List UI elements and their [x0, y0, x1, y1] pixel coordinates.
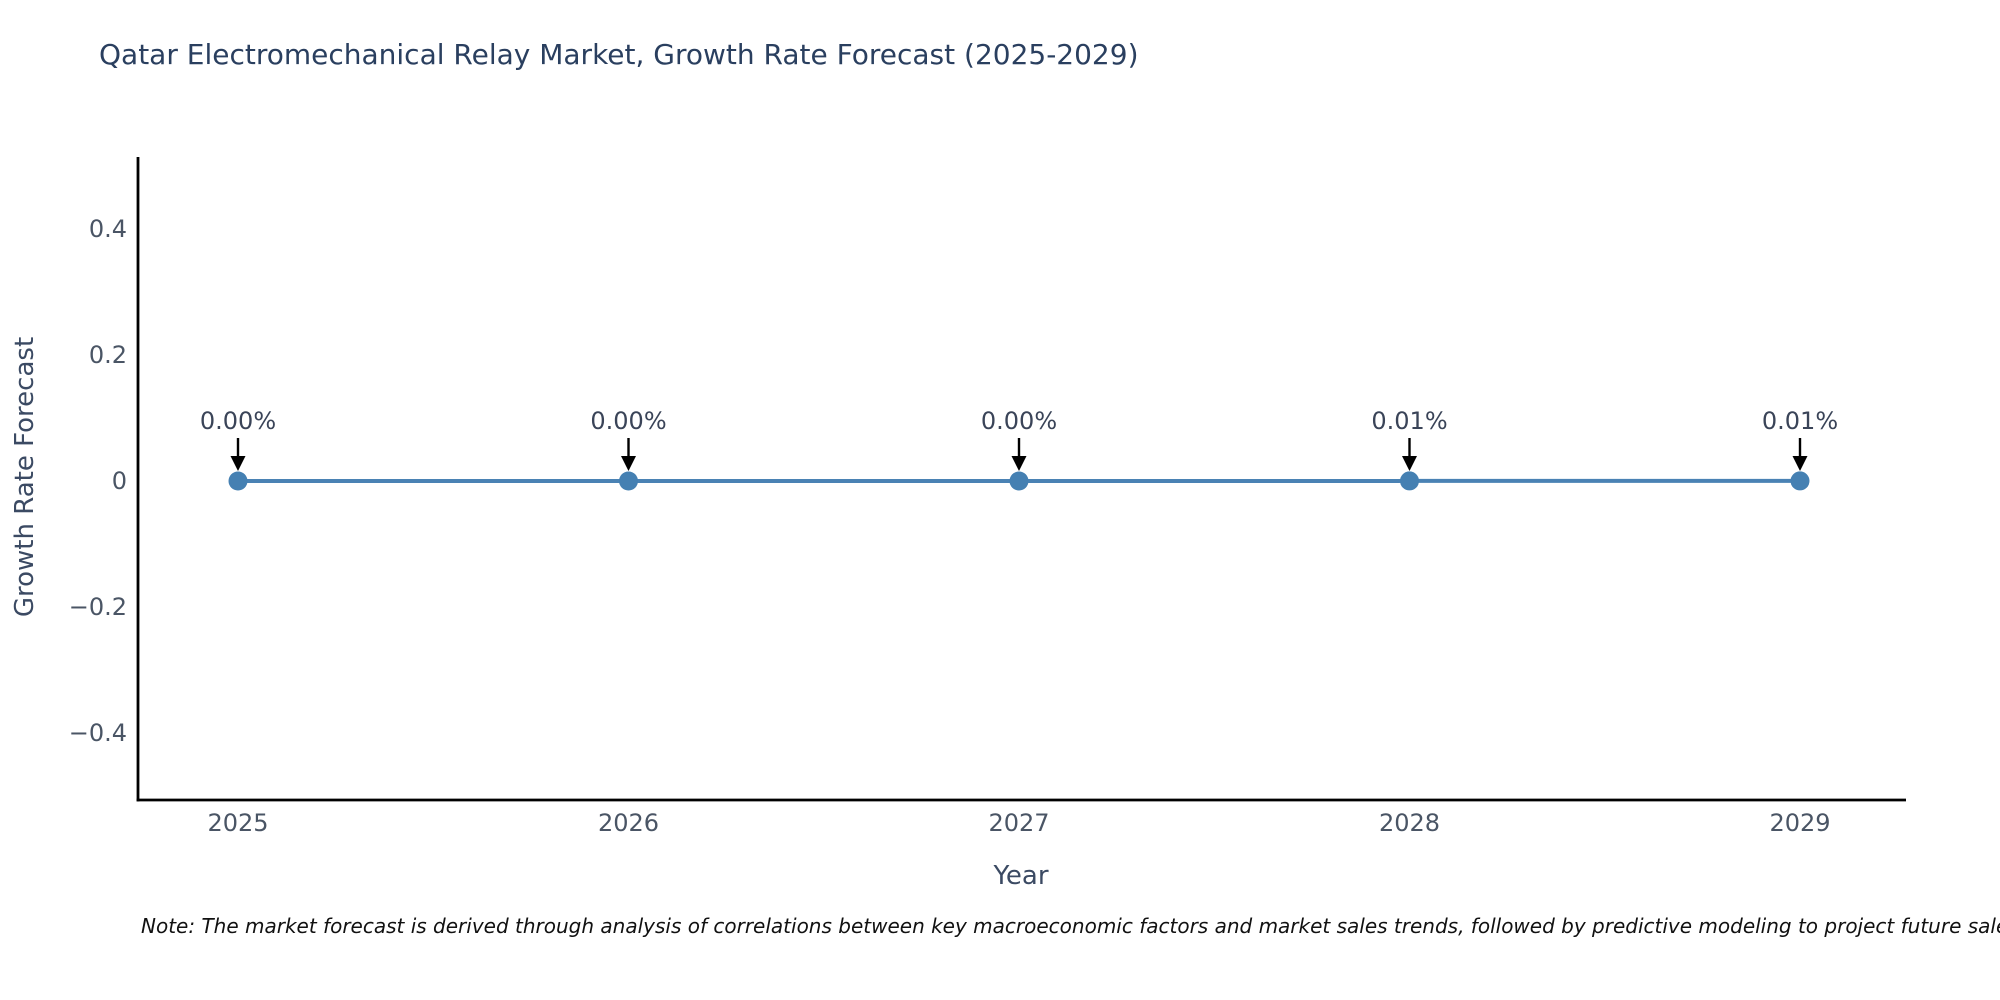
x-axis-title: Year: [993, 861, 1049, 891]
data-point-marker: [1790, 471, 1810, 491]
annotation-arrow-head: [1011, 456, 1027, 471]
x-tick-label: 2027: [988, 809, 1049, 837]
annotation-arrow-head: [621, 456, 636, 471]
point-annotation-label: 0.00%: [981, 407, 1057, 435]
chart-title: Qatar Electromechanical Relay Market, Gr…: [99, 38, 1139, 71]
y-tick-label: 0.2: [89, 341, 127, 369]
annotation-arrow-head: [1792, 456, 1808, 471]
data-point-marker: [619, 471, 638, 491]
point-annotation-label: 0.01%: [1762, 407, 1838, 435]
x-tick-label: 2025: [207, 809, 268, 837]
x-tick-label: 2026: [598, 809, 659, 837]
point-annotation-label: 0.00%: [200, 407, 276, 435]
x-tick-label: 2028: [1379, 809, 1440, 837]
footnote: Note: The market forecast is derived thr…: [141, 914, 2000, 938]
data-point-marker: [1400, 471, 1419, 491]
point-annotation-label: 0.01%: [1371, 407, 1447, 435]
data-point-marker: [1009, 471, 1029, 491]
point-annotation-label: 0.00%: [590, 407, 666, 435]
data-point-marker: [228, 471, 248, 491]
y-tick-label: −0.4: [69, 719, 127, 747]
x-tick-label: 2029: [1769, 809, 1830, 837]
y-tick-label: 0: [112, 467, 127, 495]
annotation-arrow-head: [230, 456, 246, 471]
y-tick-label: −0.2: [69, 593, 127, 621]
annotation-arrow-head: [1402, 456, 1417, 471]
y-tick-label: 0.4: [89, 215, 127, 243]
